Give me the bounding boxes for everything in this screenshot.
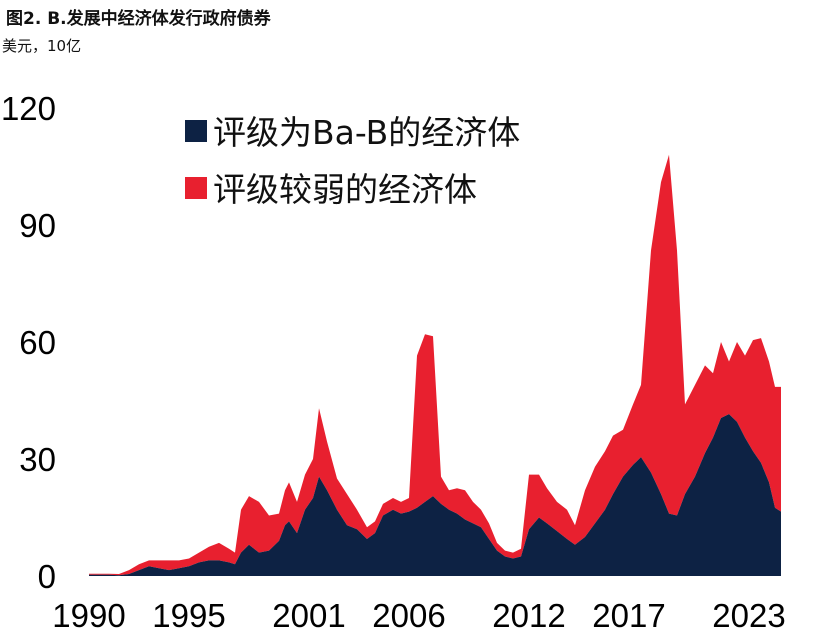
legend-swatch: [185, 120, 207, 142]
y-tick-label: 60: [19, 324, 56, 361]
legend-label: 评级较弱的经济体: [213, 170, 477, 209]
x-tick-label: 2001: [272, 597, 345, 633]
chart-subtitle: 美元，10亿: [2, 37, 82, 55]
legend-label: 评级为Ba-B的经济体: [213, 113, 520, 152]
x-axis-ticks: 1990 1995 2001 2006 2012 2017 2023: [52, 597, 785, 633]
x-tick-label: 2012: [492, 597, 565, 633]
y-tick-label: 30: [19, 441, 56, 478]
x-tick-label: 2017: [592, 597, 665, 633]
plot-areas: [89, 154, 781, 576]
y-tick-label: 120: [1, 90, 56, 127]
legend-swatch: [185, 177, 207, 199]
series-ba-b-rated-area: [89, 414, 781, 576]
y-tick-label: 0: [38, 558, 56, 595]
x-tick-label: 2023: [712, 597, 785, 633]
x-tick-label: 1995: [152, 597, 225, 633]
y-axis-ticks: 0 30 60 90 120: [1, 90, 56, 595]
x-tick-label: 2006: [372, 597, 445, 633]
x-tick-label: 1990: [52, 597, 125, 633]
y-tick-label: 90: [19, 207, 56, 244]
chart-title: 图2. B.发展中经济体发行政府债券: [6, 9, 271, 29]
series-weaker-rated-area: [89, 154, 781, 576]
